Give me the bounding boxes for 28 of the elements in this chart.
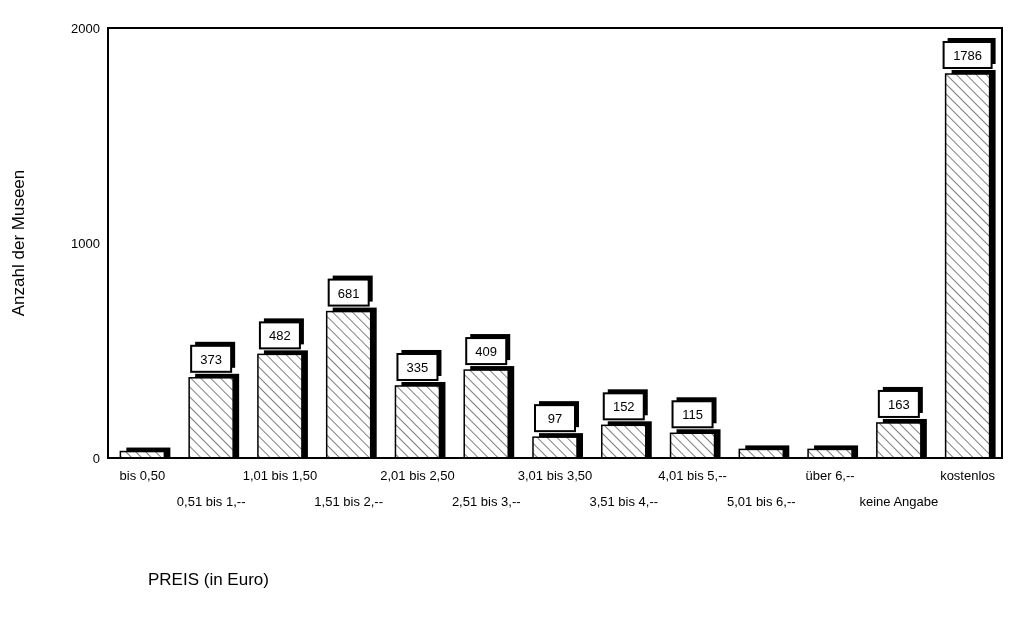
x-tick-label: 5,01 bis 6,-- (726, 494, 796, 509)
x-tick-label: 3,51 bis 4,-- (589, 494, 659, 509)
x-tick-label: 2,51 bis 3,-- (451, 494, 521, 509)
y-tick-label: 1000 (71, 235, 100, 251)
x-tick-label: keine Angabe (859, 494, 939, 509)
x-axis-title: PREIS (in Euro) (148, 570, 269, 590)
data-label: 1786 (953, 48, 983, 64)
x-tick-label: 4,01 bis 5,-- (658, 468, 727, 483)
y-tick-label: 2000 (71, 20, 100, 36)
data-label: 681 (337, 285, 360, 301)
x-tick-label: 3,01 bis 3,50 (517, 468, 593, 483)
data-label: 373 (200, 351, 222, 367)
data-label: 97 (547, 411, 563, 427)
x-tick-label: 0,51 bis 1,-- (176, 494, 246, 509)
data-label: 115 (682, 407, 703, 423)
data-label: 335 (406, 359, 429, 375)
x-tick-label: 2,01 bis 2,50 (380, 468, 455, 483)
data-label: 163 (887, 396, 910, 412)
x-tick-label: über 6,-- (805, 468, 855, 483)
y-tick-label: 0 (92, 450, 100, 466)
x-tick-label: bis 0,50 (119, 468, 166, 483)
data-label: 409 (475, 344, 498, 360)
x-tick-label: 1,51 bis 2,-- (314, 494, 384, 509)
x-tick-label: 1,01 bis 1,50 (242, 468, 318, 483)
y-axis-title: Anzahl der Museen (9, 169, 29, 317)
data-label: 152 (612, 399, 635, 415)
data-label: 482 (269, 328, 291, 344)
x-tick-label: kostenlos (940, 468, 996, 483)
